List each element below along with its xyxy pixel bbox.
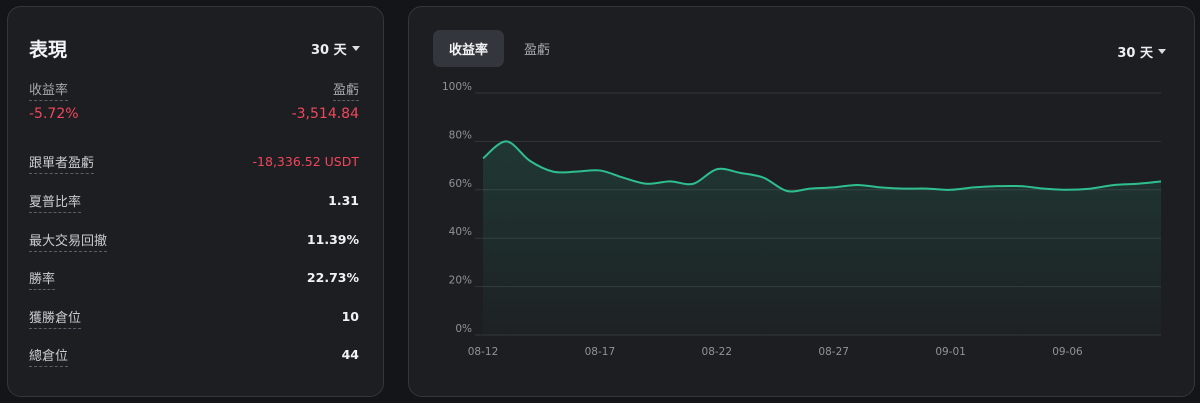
stat-label-follower-pnl: 跟單者盈虧 (29, 152, 95, 174)
x-tick-label: 08-17 (585, 346, 616, 358)
x-tick-label: 08-27 (818, 346, 849, 358)
stat-label-win-rate: 勝率 (29, 268, 56, 290)
roi-label: 收益率 (29, 79, 69, 101)
y-tick-label: 0% (455, 323, 472, 335)
tab-pnl[interactable]: 盈虧 (524, 43, 551, 58)
pnl-value: -3,514.84 (291, 106, 359, 122)
stat-label-max-drawdown: 最大交易回撤 (29, 230, 108, 252)
x-tick-label: 09-06 (1052, 346, 1083, 358)
y-tick-label: 80% (449, 129, 472, 141)
stat-value-max-drawdown: 11.39% (306, 232, 359, 247)
stat-value-win-rate: 22.73% (306, 270, 359, 285)
chart-card: 收益率 盈虧 30 天 100% 80% 60% 40% 20% 0% 08-12 08-17… (408, 6, 1195, 397)
performance-range-dropdown[interactable]: 30 天 (311, 39, 360, 58)
stat-label-winning-positions: 獲勝倉位 (29, 307, 82, 329)
performance-title: 表現 (29, 39, 68, 61)
performance-card: 表現 30 天 收益率 盈虧 -5.72% -3,514.84 跟單者盈虧 -1… (7, 6, 384, 397)
stat-label-total-positions: 總倉位 (29, 345, 69, 367)
roi-series-line (482, 140, 1162, 193)
pnl-label: 盈虧 (332, 79, 359, 101)
y-tick-label: 100% (442, 81, 472, 93)
stat-value-follower-pnl: -18,336.52 USDT (252, 154, 359, 169)
stat-value-sharpe: 1.31 (328, 193, 359, 208)
chart-range-label: 30 天 (1117, 46, 1153, 61)
roi-value: -5.72% (29, 106, 79, 122)
caret-down-icon (1158, 49, 1166, 54)
roi-chart: 100% 80% 60% 40% 20% 0% 08-12 08-17 08-22 08-27 09… (442, 81, 1162, 358)
stat-value-winning-positions: 10 (341, 309, 359, 324)
tab-roi[interactable]: 收益率 (433, 30, 505, 67)
y-tick-label: 60% (449, 178, 472, 190)
chart-range-dropdown[interactable]: 30 天 (1117, 42, 1166, 61)
x-tick-label: 08-22 (702, 346, 733, 358)
stat-value-total-positions: 44 (341, 347, 359, 362)
y-tick-label: 20% (449, 275, 472, 287)
roi-area-fill (483, 141, 1161, 335)
caret-down-icon (351, 46, 360, 51)
y-tick-label: 40% (449, 226, 472, 238)
stat-label-sharpe: 夏普比率 (29, 191, 82, 213)
chart-tabs: 收益率 盈虧 (433, 30, 566, 67)
x-tick-label: 08-12 (468, 346, 499, 358)
x-tick-label: 09-01 (935, 346, 966, 358)
performance-range-label: 30 天 (311, 43, 347, 58)
